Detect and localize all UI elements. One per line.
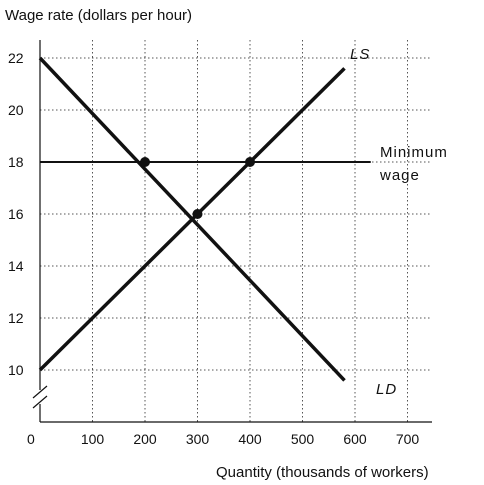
x-axis-label: Quantity (thousands of workers) [216,464,429,481]
ld-curve [38,56,346,382]
ls-curve-label: LS [350,46,370,63]
minimum-wage-label-line2: wage [379,167,420,184]
x-tick-label-300: 300 [186,431,210,447]
minimum-wage-label-line1: Minimum [380,144,448,161]
origin-label: 0 [27,431,35,447]
y-tick-label-22: 22 [8,50,24,66]
tick-labels: 100 200 300 400 500 600 700 10 12 14 16 18 20 22 [8,50,419,447]
grid [40,40,432,422]
point-200-18 [140,157,150,167]
point-400-18 [245,157,255,167]
y-tick-label-10: 10 [8,362,24,378]
point-300-16 [192,209,203,219]
points [140,157,255,219]
x-tick-label-100: 100 [81,431,105,447]
y-tick-label-18: 18 [8,154,24,170]
axis-break-mark [32,395,48,409]
y-tick-label-16: 16 [8,206,24,222]
x-tick-label-700: 700 [396,431,420,447]
x-tick-label-500: 500 [291,431,315,447]
ld-curve-label: LD [376,381,397,398]
y-tick-label-14: 14 [8,258,24,274]
y-axis-label: Wage rate (dollars per hour) [5,7,192,24]
axes [32,40,432,423]
y-tick-label-20: 20 [8,102,24,118]
curves [38,56,371,382]
axis-break-mark [32,385,48,399]
x-tick-label-600: 600 [343,431,367,447]
x-tick-label-200: 200 [133,431,157,447]
y-tick-label-12: 12 [8,310,24,326]
x-tick-label-400: 400 [238,431,262,447]
